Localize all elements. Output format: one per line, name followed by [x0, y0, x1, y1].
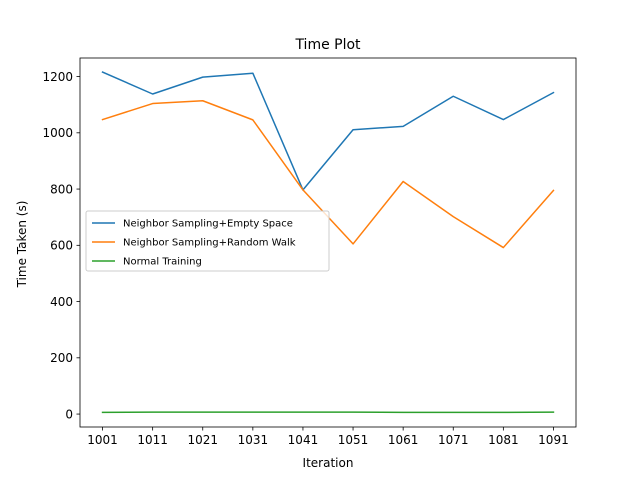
x-tick-label: 1031	[238, 433, 269, 447]
y-tick-label: 200	[50, 351, 73, 365]
x-tick-label: 1081	[488, 433, 519, 447]
x-tick-label: 1051	[338, 433, 369, 447]
x-tick-label: 1011	[137, 433, 168, 447]
x-axis-label: Iteration	[303, 456, 354, 470]
x-tick-label: 1061	[388, 433, 419, 447]
y-tick-label: 800	[50, 182, 73, 196]
y-tick-label: 1000	[42, 126, 73, 140]
axes-frame	[79, 57, 577, 428]
x-tick-label: 1041	[288, 433, 319, 447]
plot-area: 1001 1011 1021 1031 1041 1051 1061 1071 1081 1091…	[42, 57, 577, 447]
legend-label-1: Neighbor Sampling+Empty Space	[123, 219, 293, 230]
y-tick-label: 0	[65, 407, 73, 421]
legend: Neighbor Sampling+Empty Space Neighbor Sa…	[85, 210, 330, 272]
y-axis-label: Time Taken (s)	[15, 201, 29, 289]
legend-label-2: Neighbor Sampling+Random Walk	[123, 238, 296, 249]
x-tick-label: 1091	[538, 433, 569, 447]
legend-box	[85, 210, 330, 272]
y-tick-label: 1200	[42, 70, 73, 84]
y-tick-label: 400	[50, 295, 73, 309]
x-tick-label: 1021	[187, 433, 218, 447]
legend-label-3: Normal Training	[123, 257, 202, 268]
x-tick-label: 1001	[87, 433, 118, 447]
chart-title: Time Plot	[294, 37, 361, 53]
series-line-1	[101, 71, 555, 191]
x-tick-label: 1071	[438, 433, 469, 447]
y-tick-label: 600	[50, 239, 73, 253]
